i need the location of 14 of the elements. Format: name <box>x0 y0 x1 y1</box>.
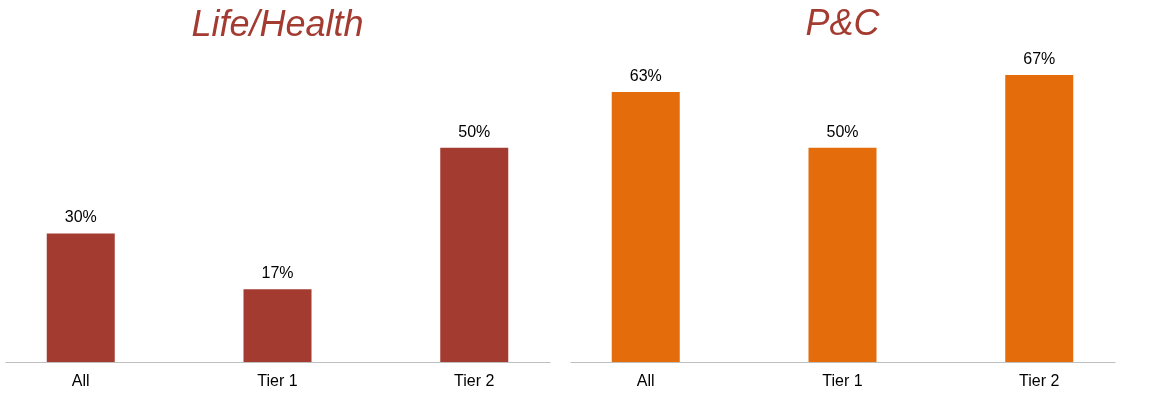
x-tick-label: Tier 1 <box>822 371 863 389</box>
x-tick-label: Tier 2 <box>1019 371 1060 389</box>
x-tick-label: Tier 2 <box>454 371 495 389</box>
x-tick-label: All <box>636 371 655 389</box>
data-label: 30% <box>64 208 97 226</box>
chart-title: Life/Health <box>191 3 364 44</box>
x-tick-label: Tier 1 <box>257 371 298 389</box>
data-label: 63% <box>629 67 662 85</box>
chart-title: P&C <box>805 1 881 43</box>
data-label: 50% <box>826 122 859 140</box>
data-label: 17% <box>261 264 294 282</box>
data-label: 50% <box>458 122 491 140</box>
x-tick-label: All <box>71 371 90 389</box>
data-label: 67% <box>1023 49 1056 67</box>
